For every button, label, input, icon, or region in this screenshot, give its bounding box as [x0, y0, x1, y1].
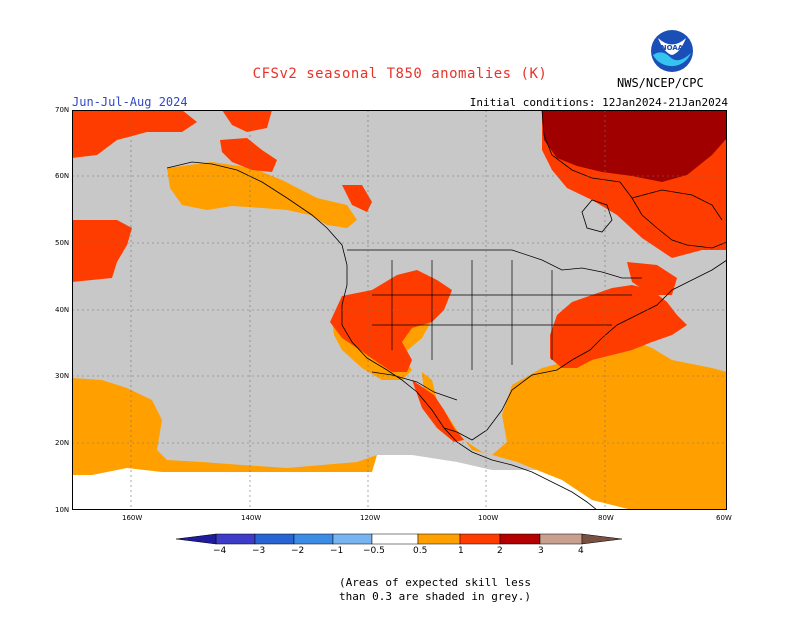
red-area-canada-arctic: [222, 110, 272, 132]
colorbar-label-m3: −3: [252, 546, 266, 556]
red-area-yukon: [220, 138, 277, 172]
red-area-west-pacific: [72, 220, 132, 282]
noaa-logo: NOAA: [651, 30, 693, 72]
lon-label-160w: 160W: [122, 514, 143, 522]
colorbar-segment-p2_3: [499, 533, 541, 545]
colorbar-label-m2: −2: [291, 546, 305, 556]
darkred-area-hudson: [542, 110, 727, 182]
lon-label-120w: 120W: [360, 514, 381, 522]
anomaly-map: [72, 110, 727, 510]
lat-label-60: 60N: [55, 172, 70, 180]
red-area-us-west: [330, 270, 452, 372]
colorbar-segment-m1_m05: [332, 533, 373, 545]
colorbar-segment-m3_m2: [254, 533, 295, 545]
lon-label-60w: 60W: [716, 514, 732, 522]
lat-label-70: 70N: [55, 106, 70, 114]
initial-conditions-label: Initial conditions: 12Jan2024-21Jan2024: [469, 96, 728, 109]
lat-label-40: 40N: [55, 306, 70, 314]
borders: [347, 249, 642, 401]
colorbar-label-p4: 4: [578, 546, 584, 556]
orange-area-alaska: [167, 162, 357, 228]
colorbar-segment-p3_4: [539, 533, 583, 545]
colorbar-arrow-high: [581, 533, 623, 545]
red-area-us-east: [550, 285, 687, 368]
colorbar-segment-p1_2: [459, 533, 501, 545]
season-label: Jun-Jul-Aug 2024: [72, 95, 188, 109]
colorbar-label-p05: 0.5: [413, 546, 428, 556]
colorbar-segment-p05_1: [417, 533, 461, 545]
map-frame: [72, 110, 727, 510]
orange-area-pacific: [72, 378, 377, 475]
gridlines: [72, 110, 727, 510]
lon-label-100w: 100W: [478, 514, 499, 522]
agency-label: NWS/NCEP/CPC: [617, 76, 704, 90]
colorbar-arrow-low: [176, 533, 217, 545]
lat-label-30: 30N: [55, 372, 70, 380]
orange-area-gulf-atlantic: [422, 338, 727, 510]
lat-label-20: 20N: [55, 439, 70, 447]
colorbar-segment-mid: [371, 533, 419, 545]
skill-note-line-2: than 0.3 are shaded in grey.): [338, 590, 532, 603]
lat-label-10: 10N: [55, 506, 70, 514]
colorbar-segment-m4_m3: [215, 533, 256, 545]
colorbar-label-p1: 1: [458, 546, 464, 556]
colorbar-label-m4: −4: [213, 546, 227, 556]
lon-label-140w: 140W: [241, 514, 262, 522]
red-area-labrador-sea: [627, 262, 677, 295]
red-area-mexico: [412, 380, 464, 442]
colorbar-label-m1: −1: [330, 546, 344, 556]
colorbar: [176, 533, 623, 545]
logo-text: NOAA: [661, 44, 684, 52]
colorbar-label-m05: −0.5: [363, 546, 385, 556]
red-area-bc: [342, 185, 372, 212]
map-title: CFSv2 seasonal T850 anomalies (K): [252, 66, 548, 82]
colorbar-label-p2: 2: [497, 546, 503, 556]
skill-note-line-1: (Areas of expected skill less: [338, 576, 532, 589]
red-area-nw-pacific: [72, 110, 197, 158]
lon-label-80w: 80W: [598, 514, 614, 522]
coastlines: [166, 110, 727, 510]
colorbar-label-p3: 3: [538, 546, 544, 556]
lat-label-50: 50N: [55, 239, 70, 247]
colorbar-segment-m2_m1: [293, 533, 334, 545]
